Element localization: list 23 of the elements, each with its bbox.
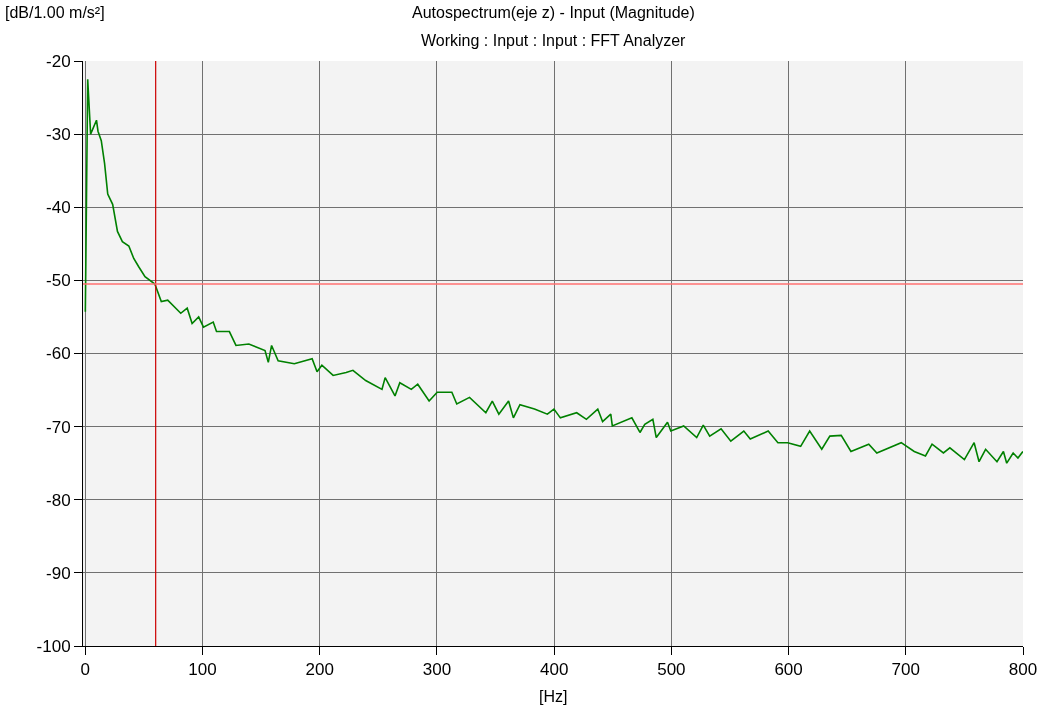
y-tick-label: -70 — [46, 417, 71, 437]
x-tick-label: 0 — [80, 660, 91, 680]
chart-subtitle: Working : Input : Input : FFT Analyzer — [421, 32, 687, 49]
line-series — [84, 78, 1023, 464]
x-tick-label: 200 — [305, 660, 334, 680]
y-tick-label: -30 — [46, 125, 71, 145]
x-tick-label: 800 — [1008, 660, 1038, 680]
x-tick-label: 500 — [657, 660, 686, 680]
y-tick-label: -50 — [46, 271, 71, 291]
x-tick-label: 400 — [539, 660, 569, 680]
y-tick-label: -60 — [46, 344, 71, 364]
x-tick-label: 100 — [188, 660, 217, 680]
y-tick-label: -40 — [46, 198, 71, 218]
y-tick-label: -20 — [46, 51, 71, 71]
y-tick-label: -80 — [46, 490, 71, 510]
x-axis-title: [Hz] — [539, 688, 568, 705]
y-tick-label: -90 — [46, 563, 71, 583]
y-tick-label: -100 — [36, 636, 71, 656]
y-axis-title: [dB/1.00 m/s²] — [5, 4, 105, 21]
chart-title: Autospectrum(eje z) - Input (Magnitude) — [412, 4, 695, 21]
x-tick-label: 600 — [774, 660, 803, 680]
x-tick-label: 300 — [422, 660, 452, 680]
x-tick-label: 700 — [891, 660, 920, 680]
